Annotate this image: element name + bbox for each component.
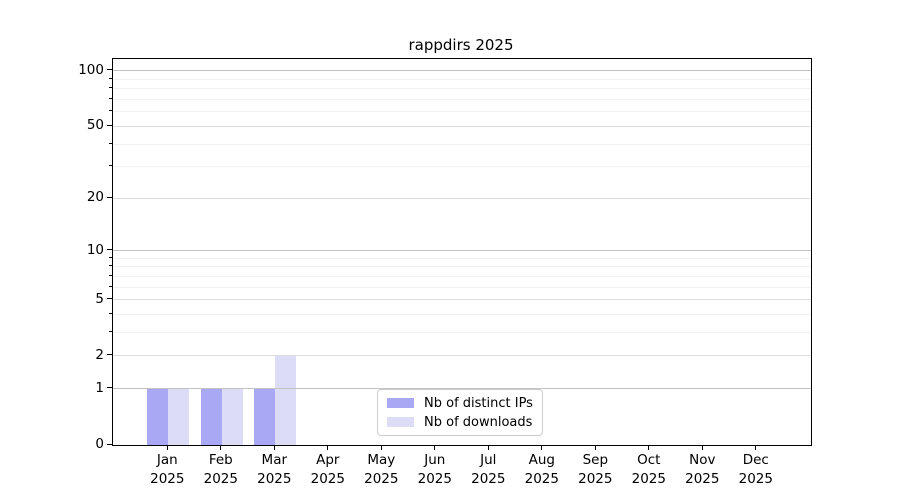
y-tick-100 (107, 69, 112, 71)
x-tick-jul (487, 445, 489, 450)
x-tick-mar (273, 445, 275, 450)
y-minor-tick-90 (109, 77, 112, 79)
x-tick-label-apr: Apr 2025 (310, 452, 345, 487)
x-tick-label-jun: Jun 2025 (417, 452, 452, 487)
y-tick-label-0: 0 (95, 436, 104, 452)
x-tick-label-may: May 2025 (364, 452, 399, 487)
y-minor-tick-30 (109, 165, 112, 167)
y-minor-tick-3 (109, 331, 112, 333)
plot-inner (113, 59, 811, 445)
x-tick-label-oct: Oct 2025 (631, 452, 666, 487)
y-tick-1 (107, 387, 112, 389)
gridline-y-1 (113, 388, 811, 390)
bar-distinct-ips-mar (254, 388, 276, 445)
gridline-y-50 (113, 125, 811, 127)
y-minor-tick-4 (109, 313, 112, 315)
legend-swatch-downloads-icon (387, 417, 414, 427)
y-tick-label-50: 50 (86, 117, 104, 134)
y-minor-tick-8 (109, 265, 112, 267)
gridline-y-8 (113, 266, 811, 268)
y-minor-tick-40 (109, 142, 112, 144)
chart-title: rappdirs 2025 (408, 36, 514, 54)
gridline-y-70 (113, 99, 811, 101)
gridline-y-100 (113, 70, 811, 72)
gridline-y-6 (113, 286, 811, 288)
y-minor-tick-80 (109, 87, 112, 89)
y-minor-tick-60 (109, 110, 112, 112)
y-minor-tick-6 (109, 285, 112, 287)
gridline-y-4 (113, 314, 811, 316)
y-minor-tick-70 (109, 98, 112, 100)
x-tick-label-sep: Sep 2025 (578, 452, 613, 487)
y-tick-0 (107, 443, 112, 445)
y-tick-10 (107, 249, 112, 251)
gridline-y-80 (113, 88, 811, 90)
y-tick-5 (107, 298, 112, 300)
gridline-y-60 (113, 111, 811, 113)
y-tick-label-1: 1 (95, 379, 104, 396)
bar-downloads-jan (168, 388, 190, 445)
x-tick-label-feb: Feb 2025 (203, 452, 238, 487)
gridline-y-20 (113, 197, 811, 199)
y-tick-label-5: 5 (95, 290, 104, 307)
x-tick-sep (594, 445, 596, 450)
legend-label-distinct-ips: Nb of distinct IPs (424, 395, 533, 411)
gridline-y-7 (113, 275, 811, 277)
legend-label-downloads: Nb of downloads (424, 414, 533, 430)
gridline-y-30 (113, 166, 811, 168)
y-tick-20 (107, 196, 112, 198)
gridline-y-2 (113, 355, 811, 357)
x-tick-label-aug: Aug 2025 (524, 452, 559, 487)
gridline-y-10 (113, 250, 811, 252)
y-tick-label-20: 20 (86, 189, 104, 206)
x-tick-nov (701, 445, 703, 450)
gridline-y-40 (113, 143, 811, 145)
bar-distinct-ips-feb (200, 388, 222, 445)
y-tick-label-10: 10 (86, 241, 104, 258)
y-tick-label-2: 2 (95, 346, 104, 363)
plot-area (112, 58, 812, 446)
x-tick-label-jul: Jul 2025 (471, 452, 506, 487)
y-tick-50 (107, 124, 112, 126)
gridline-y-9 (113, 257, 811, 259)
y-minor-tick-9 (109, 256, 112, 258)
legend-item-distinct-ips: Nb of distinct IPs (387, 396, 542, 411)
x-tick-label-mar: Mar 2025 (257, 452, 292, 487)
x-tick-label-dec: Dec 2025 (738, 452, 773, 487)
y-tick-label-100: 100 (78, 61, 104, 78)
bar-downloads-feb (221, 388, 243, 445)
x-tick-jan (166, 445, 168, 450)
y-minor-tick-7 (109, 274, 112, 276)
x-tick-may (380, 445, 382, 450)
legend: Nb of distinct IPs Nb of downloads (377, 389, 543, 436)
gridline-y-5 (113, 299, 811, 301)
x-tick-oct (648, 445, 650, 450)
gridline-y-3 (113, 332, 811, 334)
x-tick-dec (755, 445, 757, 450)
bar-distinct-ips-jan (147, 388, 169, 445)
gridline-y-90 (113, 78, 811, 80)
x-tick-aug (541, 445, 543, 450)
x-tick-label-nov: Nov 2025 (685, 452, 720, 487)
legend-item-downloads: Nb of downloads (387, 415, 542, 430)
y-tick-2 (107, 354, 112, 356)
x-tick-label-jan: Jan 2025 (150, 452, 185, 487)
x-tick-feb (220, 445, 222, 450)
bar-downloads-mar (275, 355, 297, 445)
x-tick-apr (327, 445, 329, 450)
x-tick-jun (434, 445, 436, 450)
legend-swatch-distinct-ips-icon (387, 398, 414, 408)
